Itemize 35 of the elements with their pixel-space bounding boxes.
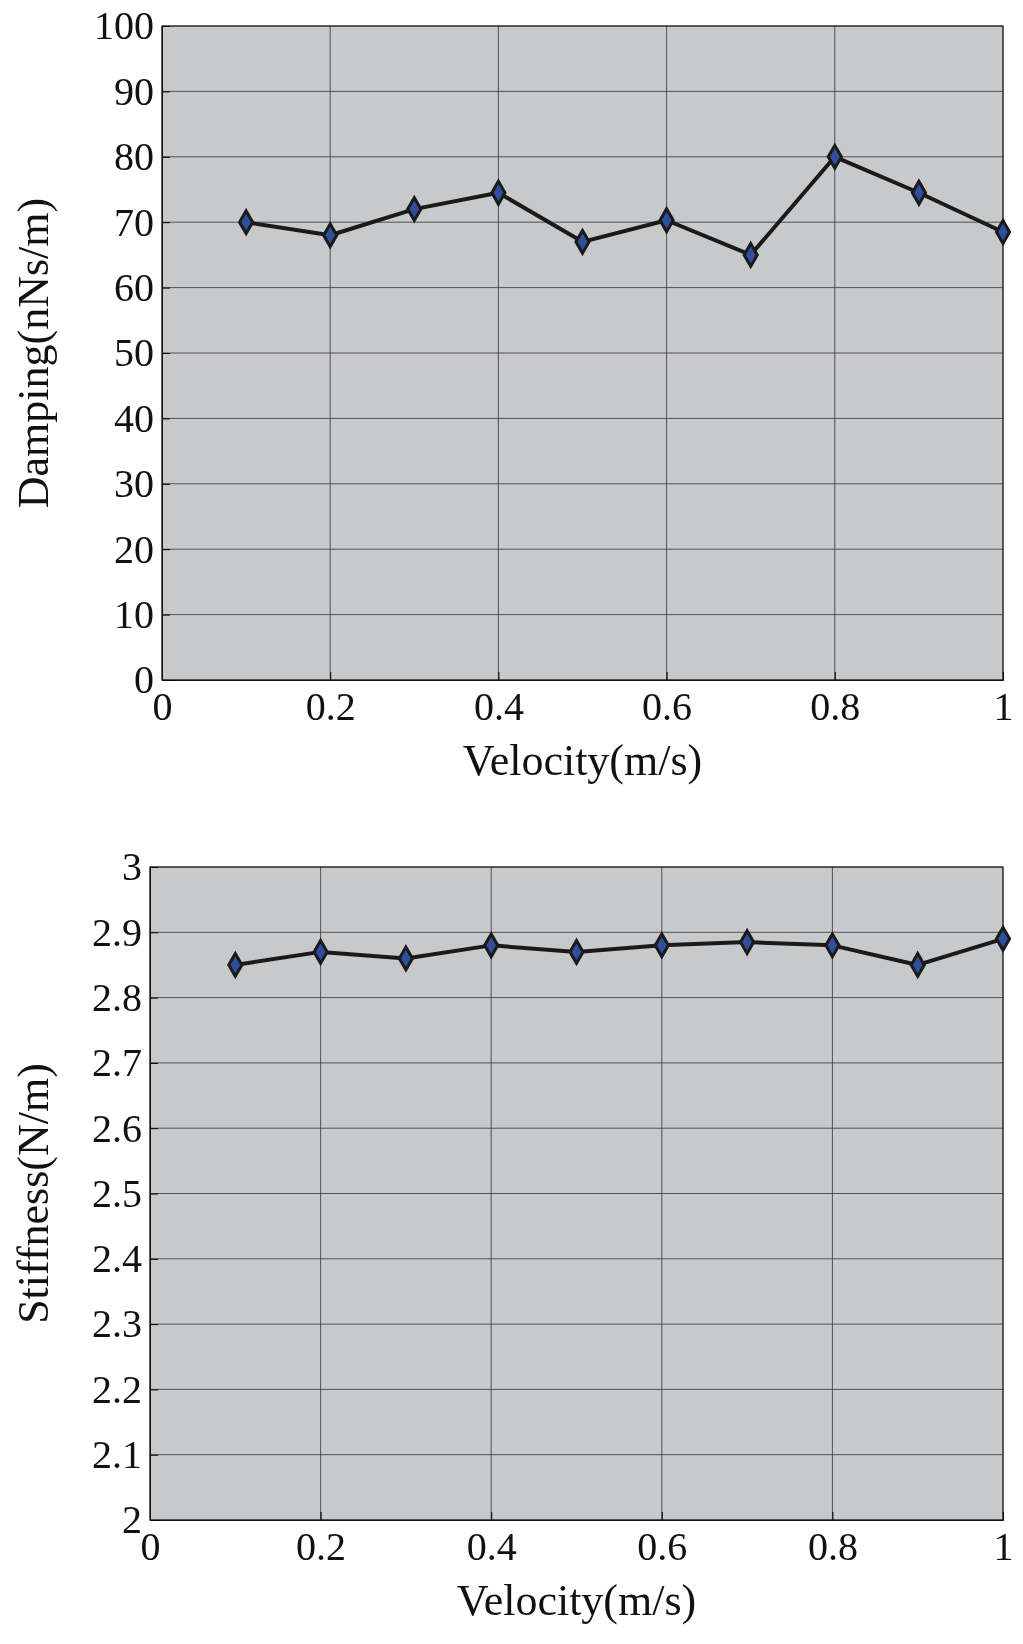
y-tick-label: 2.9 [92,909,142,955]
x-tick-label: 1 [993,684,1014,730]
y-tick-label: 2.8 [92,974,142,1020]
x-tick-label: 0.4 [473,684,524,730]
y-tick-label: 60 [114,264,154,310]
x-tick-label: 0.8 [810,684,861,730]
y-axis-title: Stiffness(N/m) [9,1063,58,1324]
y-tick-label: 2.7 [92,1040,142,1086]
x-tick-label: 0.2 [296,1524,347,1570]
y-tick-label: 2.3 [92,1301,142,1347]
y-tick-label: 70 [114,199,154,245]
x-tick-label: 0.4 [466,1524,517,1570]
x-axis-title: Velocity(m/s) [456,1576,697,1625]
y-tick-label: 2.2 [92,1366,142,1412]
y-tick-label: 100 [94,3,154,49]
y-tick-label: 40 [114,395,154,441]
y-tick-label: 50 [114,330,154,376]
x-tick-label: 0.6 [637,1524,688,1570]
y-tick-label: 2 [122,1497,142,1543]
y-tick-label: 80 [114,134,154,180]
y-tick-label: 3 [122,844,142,890]
y-axis-title: Damping(nNs/m) [9,197,58,509]
x-axis-title: Velocity(m/s) [462,736,703,785]
x-tick-label: 0.2 [305,684,356,730]
y-tick-label: 2.5 [92,1170,142,1216]
y-tick-label: 10 [114,591,154,637]
x-tick-label: 1 [993,1524,1014,1570]
y-tick-label: 90 [114,68,154,114]
x-tick-label: 0.8 [807,1524,858,1570]
x-tick-label: 0.6 [642,684,693,730]
y-tick-label: 20 [114,526,154,572]
y-tick-label: 2.6 [92,1105,142,1151]
y-tick-label: 30 [114,461,154,507]
y-tick-label: 2.1 [92,1432,142,1477]
y-tick-label: 2.4 [92,1236,142,1282]
